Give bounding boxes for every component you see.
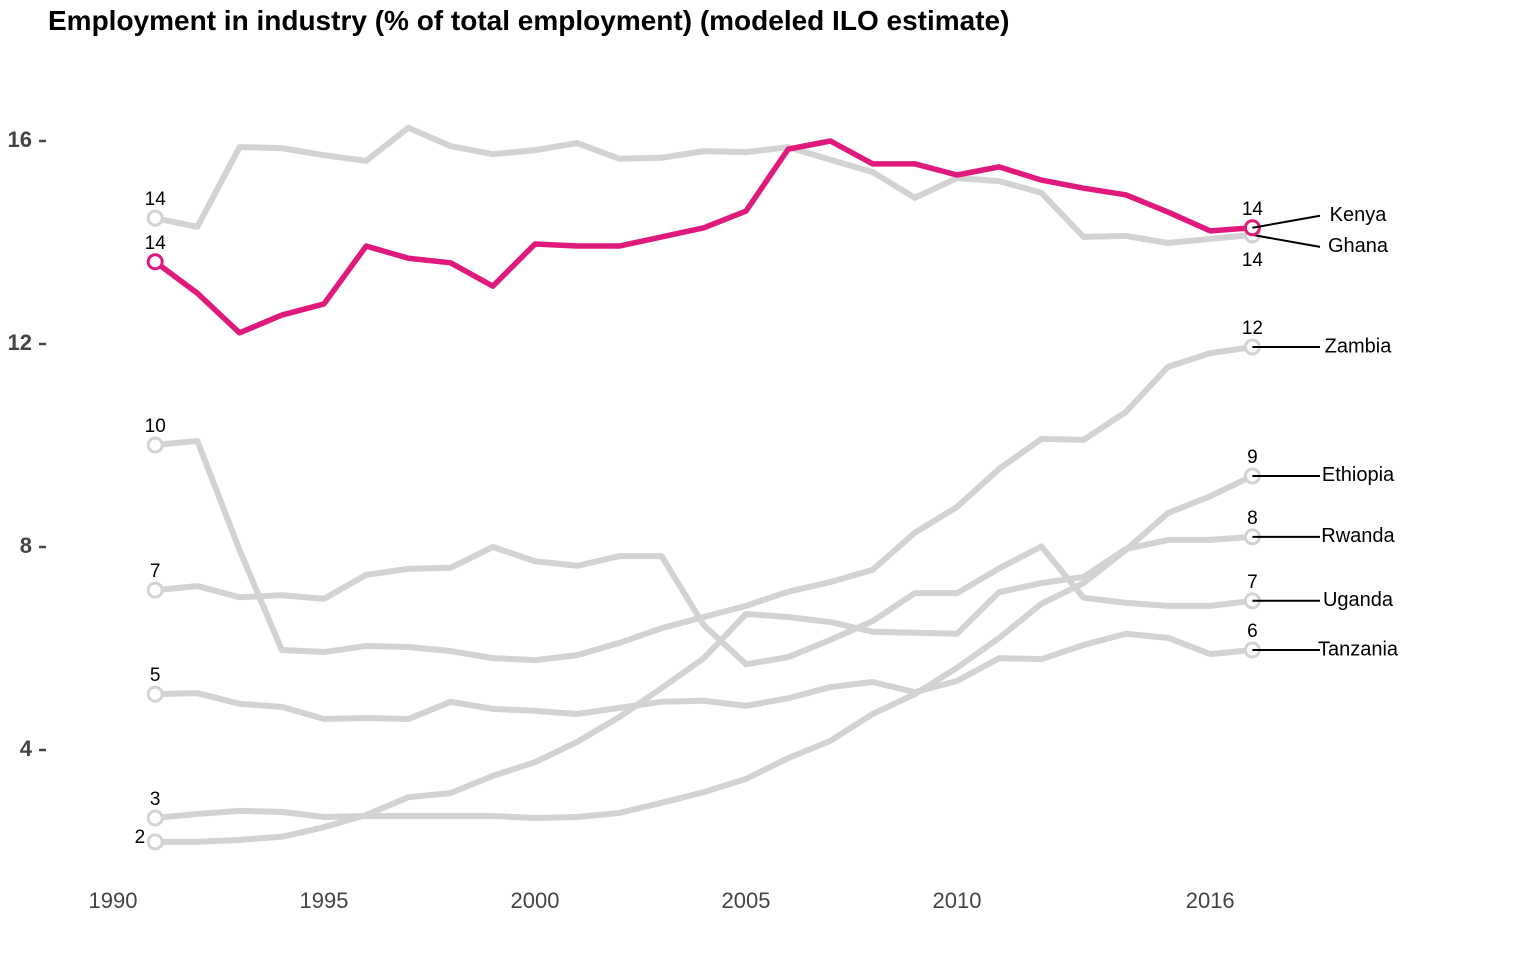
- value-label: 9: [1247, 447, 1258, 468]
- series: 3 9 Ethiopia: [146, 447, 1395, 827]
- x-tick-label: 2005: [722, 888, 771, 913]
- value-label: 7: [150, 561, 161, 582]
- end-point: [146, 253, 164, 271]
- value-label: 14: [1242, 250, 1264, 271]
- line: [154, 543, 1253, 668]
- x-tick-label: 2000: [511, 888, 560, 913]
- value-label: 6: [1247, 621, 1258, 642]
- series: 5 6 Tanzania: [146, 621, 1399, 723]
- series-name: Uganda: [1323, 589, 1394, 611]
- line: [155, 630, 1253, 723]
- y-tick-label: 16: [8, 127, 32, 152]
- end-point: [146, 581, 164, 599]
- end-point: [146, 833, 164, 851]
- value-label: 2: [135, 827, 146, 848]
- series-name: Rwanda: [1321, 525, 1395, 547]
- y-tick-label: 8: [20, 533, 32, 558]
- line: [153, 138, 1253, 336]
- series: 2 8 Rwanda: [135, 508, 1396, 851]
- x-tick-label: 2010: [933, 888, 982, 913]
- end-point: [146, 436, 164, 454]
- line: [154, 344, 1253, 664]
- value-label: 14: [145, 189, 167, 210]
- value-label: 7: [1247, 572, 1258, 593]
- series: 10 12 Zambia: [145, 318, 1393, 664]
- x-tick-label: 1995: [300, 888, 349, 913]
- value-label: 3: [150, 789, 161, 810]
- leader-line: [1252, 233, 1321, 248]
- value-label: 5: [150, 665, 161, 686]
- series-name: Tanzania: [1318, 638, 1399, 660]
- value-label: 14: [145, 233, 167, 254]
- line: [154, 124, 1253, 247]
- chart-title: Employment in industry (% of total emplo…: [48, 5, 1009, 36]
- line: [154, 473, 1254, 822]
- series-name: Ghana: [1328, 235, 1389, 257]
- value-label: 14: [1242, 199, 1264, 220]
- x-tick-label: 2016: [1186, 888, 1235, 913]
- value-label: 8: [1247, 508, 1258, 529]
- series: 7 7 Uganda: [146, 543, 1394, 668]
- series: 14 14 Ghana: [145, 124, 1389, 271]
- end-point: [146, 809, 164, 827]
- series-name: Ethiopia: [1322, 464, 1395, 486]
- series-name: Kenya: [1330, 204, 1388, 226]
- end-point: [146, 685, 164, 703]
- leader-line: [1252, 214, 1321, 229]
- y-tick-label: 12: [8, 330, 32, 355]
- value-label: 12: [1242, 318, 1263, 339]
- x-tick-label: 1990: [89, 888, 138, 913]
- series: 14 14 Kenya: [145, 138, 1388, 336]
- series-name: Zambia: [1325, 335, 1393, 357]
- end-point: [146, 209, 164, 227]
- y-tick-label: 4: [20, 736, 33, 761]
- value-label: 10: [145, 416, 166, 437]
